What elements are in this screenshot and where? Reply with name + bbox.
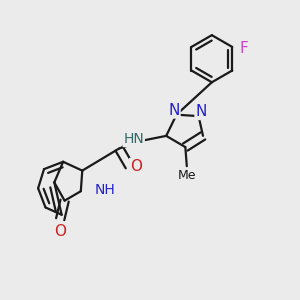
- Text: O: O: [54, 224, 66, 239]
- Text: N: N: [195, 104, 207, 119]
- Text: N: N: [169, 103, 180, 118]
- Text: NH: NH: [95, 183, 116, 197]
- Text: F: F: [240, 41, 249, 56]
- Text: Me: Me: [178, 169, 196, 182]
- Text: HN: HN: [123, 132, 144, 146]
- Text: O: O: [130, 159, 142, 174]
